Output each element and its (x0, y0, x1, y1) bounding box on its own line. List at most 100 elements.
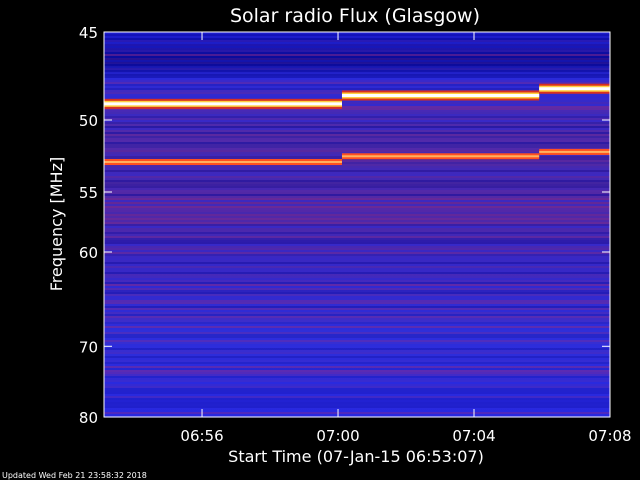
updated-footer: Updated Wed Feb 21 23:58:32 2018 (2, 471, 147, 480)
texture-stripe (104, 352, 610, 354)
texture-stripe (104, 238, 610, 240)
y-axis: 45 50 55 60 70 80 (79, 24, 610, 427)
y-tick-label: 55 (79, 184, 98, 202)
plot-frame (103, 31, 611, 418)
texture-stripe (104, 380, 610, 382)
texture-stripe (104, 46, 610, 48)
texture-stripe (104, 108, 610, 110)
texture-stripe (104, 134, 610, 136)
texture-stripe (104, 210, 610, 212)
texture-stripe (104, 332, 610, 334)
texture-stripe (104, 144, 610, 146)
texture-stripe (104, 202, 610, 204)
texture-stripe (104, 378, 610, 380)
texture-stripe (104, 340, 610, 342)
texture-stripe (104, 292, 610, 294)
texture-stripe (104, 330, 610, 332)
texture-stripe (104, 136, 610, 138)
texture-stripe (104, 128, 610, 130)
texture-stripe (104, 268, 610, 270)
texture-stripe (104, 126, 610, 128)
texture-stripe (104, 370, 610, 372)
texture-stripe (104, 230, 610, 232)
texture-stripe (104, 350, 610, 352)
texture-stripe (104, 198, 610, 200)
texture-stripe (104, 32, 610, 34)
texture-stripe (104, 68, 610, 70)
texture-stripe (104, 208, 610, 210)
texture-stripe (104, 70, 610, 72)
texture-stripe (104, 390, 610, 392)
texture-stripe (104, 342, 610, 344)
texture-stripe (104, 100, 610, 102)
texture-stripe (104, 170, 610, 172)
texture-stripe (104, 318, 610, 320)
texture-stripe (104, 278, 610, 280)
texture-stripe (104, 262, 610, 264)
texture-stripe (104, 114, 610, 116)
y-axis-label: Frequency [MHz] (47, 157, 66, 291)
texture-stripe (104, 76, 610, 78)
texture-stripe (104, 106, 610, 108)
texture-stripe (104, 236, 610, 238)
chart-title: Solar radio Flux (Glasgow) (230, 5, 480, 27)
texture-stripe (104, 248, 610, 250)
x-tick-label: 06:56 (180, 427, 223, 445)
texture-stripe (104, 58, 610, 60)
texture-stripe (104, 412, 610, 414)
texture-stripe (104, 38, 610, 40)
texture-stripe (104, 300, 610, 302)
texture-stripe (104, 308, 610, 310)
x-tick-label: 07:00 (316, 427, 359, 445)
texture-stripe (104, 302, 610, 304)
texture-stripe (104, 328, 610, 330)
texture-stripe (104, 290, 610, 292)
texture-stripe (104, 404, 610, 406)
texture-stripe (104, 168, 610, 170)
texture-stripe (104, 310, 610, 312)
texture-stripe (104, 36, 610, 38)
texture-stripe (104, 200, 610, 202)
texture-stripe (104, 132, 610, 134)
texture-stripe (104, 56, 610, 58)
texture-stripe (104, 348, 610, 350)
texture-stripe (104, 316, 610, 318)
texture-stripe (104, 232, 610, 234)
texture-stripe (104, 250, 610, 252)
texture-stripe (104, 72, 610, 74)
texture-stripe (104, 284, 610, 286)
texture-stripe (104, 188, 610, 190)
texture-stripe (104, 344, 610, 346)
y-tick-label: 70 (79, 338, 98, 356)
y-tick-label: 45 (79, 24, 98, 42)
texture-stripe (104, 246, 610, 248)
texture-stripe (104, 398, 610, 400)
texture-stripe (104, 372, 610, 374)
texture-stripe (104, 346, 610, 348)
texture-stripe (104, 326, 610, 328)
texture-stripe (104, 222, 610, 224)
texture-stripe (104, 40, 610, 42)
texture-stripe (104, 176, 610, 178)
texture-stripe (104, 66, 610, 68)
texture-stripe (104, 60, 610, 62)
texture-stripe (104, 112, 610, 114)
texture-stripe (104, 288, 610, 290)
texture-stripe (104, 260, 610, 262)
texture-stripe (104, 220, 610, 222)
texture-stripe (104, 324, 610, 326)
texture-stripe (104, 312, 610, 314)
band-core (104, 161, 342, 163)
texture-stripe (104, 150, 610, 152)
texture-stripe (104, 334, 610, 336)
texture-stripe (104, 192, 610, 194)
texture-stripe (104, 104, 610, 106)
texture-stripe (104, 304, 610, 306)
texture-stripe (104, 354, 610, 356)
texture-stripe (104, 52, 610, 54)
texture-stripe (104, 146, 610, 148)
texture-stripe (104, 386, 610, 388)
texture-stripe (104, 228, 610, 230)
texture-stripe (104, 84, 610, 86)
texture-stripe (104, 116, 610, 118)
